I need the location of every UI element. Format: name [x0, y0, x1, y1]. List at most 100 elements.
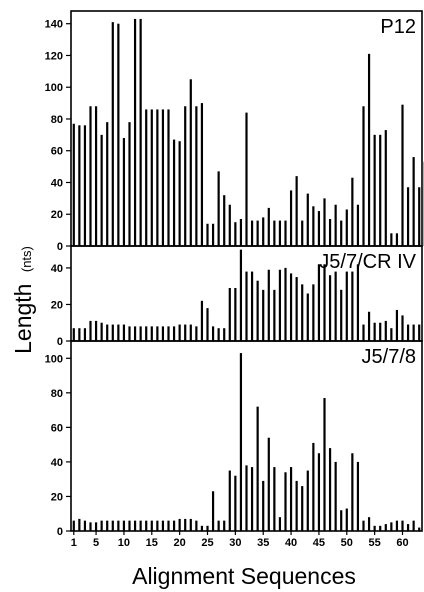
- bar: [111, 22, 114, 246]
- bar: [167, 326, 170, 341]
- bar: [317, 453, 321, 531]
- panel-title: J5/7/8: [362, 346, 416, 368]
- bar: [340, 289, 343, 341]
- bar: [351, 177, 354, 246]
- bar: [161, 109, 165, 246]
- bar: [172, 139, 176, 246]
- bar: [100, 322, 103, 341]
- bar: [167, 520, 170, 531]
- bar: [78, 125, 81, 246]
- y-tick-label: 40: [51, 177, 63, 189]
- y-tick-label: 20: [51, 209, 63, 221]
- bar: [351, 271, 354, 341]
- bar: [211, 491, 215, 531]
- bar: [295, 480, 298, 531]
- bar: [111, 324, 114, 341]
- bar: [206, 525, 209, 531]
- bar: [418, 187, 421, 246]
- bar: [256, 280, 259, 341]
- y-tick-label: 20: [51, 299, 63, 311]
- bar: [312, 206, 315, 246]
- bar: [72, 123, 75, 246]
- bar: [122, 138, 126, 246]
- x-tick-label: 20: [174, 537, 186, 549]
- panel-3: 0 20 40 60 80 100 J5/7/8: [45, 340, 423, 538]
- bar: [406, 524, 410, 531]
- bar: [133, 18, 137, 246]
- bar: [395, 233, 399, 246]
- bar: [256, 406, 259, 531]
- bar: [340, 220, 343, 246]
- bar: [278, 517, 282, 531]
- bar: [301, 284, 304, 341]
- bar: [412, 157, 415, 246]
- bar: [217, 520, 220, 531]
- bar: [418, 324, 421, 341]
- bar: [390, 522, 393, 531]
- bar: [412, 520, 415, 531]
- x-tick-label: 55: [369, 537, 381, 549]
- bar: [117, 324, 120, 341]
- y-tick-label: 80: [51, 388, 63, 400]
- panel-2: 0 20 40 J5/7/CR IV: [51, 245, 423, 348]
- bar: [94, 522, 98, 531]
- bar: [223, 195, 226, 246]
- bar: [145, 326, 148, 341]
- bar: [161, 326, 165, 341]
- bar: [195, 326, 198, 341]
- y-axis-title-unit: (nts): [19, 246, 34, 272]
- bar: [217, 171, 220, 246]
- bar: [250, 467, 254, 531]
- bar: [89, 522, 92, 531]
- bar: [83, 520, 87, 531]
- bar: [195, 106, 198, 247]
- bar: [128, 122, 131, 246]
- bar: [156, 109, 159, 246]
- bar: [172, 520, 176, 531]
- bar: [312, 284, 315, 341]
- bar: [362, 106, 365, 247]
- bar: [323, 198, 326, 246]
- bar: [301, 486, 304, 531]
- bar: [145, 520, 148, 531]
- panels: 0 20 40 60 80 100 120 140 P12 0 20 40 J5/7/CR IV 0 20 4…: [45, 10, 424, 538]
- bar: [239, 353, 243, 531]
- bar: [106, 324, 109, 341]
- bar: [250, 271, 254, 341]
- y-tick-label: 140: [45, 19, 63, 31]
- bar: [262, 217, 265, 246]
- y-tick-label: 120: [45, 50, 63, 62]
- x-tick-label: 15: [146, 537, 158, 549]
- bar: [178, 518, 181, 531]
- bar: [206, 223, 209, 246]
- bar: [128, 520, 131, 531]
- bar: [384, 320, 387, 341]
- bar: [406, 187, 410, 246]
- bar: [167, 109, 170, 246]
- bar: [284, 472, 287, 531]
- bar: [356, 204, 360, 246]
- bar: [356, 264, 360, 341]
- bar: [172, 326, 176, 341]
- bar: [200, 103, 204, 246]
- bar: [312, 442, 315, 531]
- bar: [234, 288, 237, 341]
- bar: [122, 324, 126, 341]
- bar: [228, 470, 231, 531]
- bar: [384, 524, 387, 531]
- bar: [284, 220, 287, 246]
- bar: [306, 470, 309, 531]
- bar: [295, 176, 298, 246]
- bar: [351, 453, 354, 531]
- y-axis-title: Length (nts): [10, 246, 36, 354]
- bar: [223, 328, 226, 341]
- bar: [379, 525, 382, 531]
- bar: [362, 324, 365, 341]
- y-tick-label: 0: [57, 526, 63, 538]
- bar: [150, 520, 153, 531]
- bar: [111, 520, 114, 531]
- bar: [284, 267, 287, 341]
- bar: [401, 315, 404, 341]
- bar: [395, 520, 399, 531]
- y-tick-label: 60: [51, 146, 63, 158]
